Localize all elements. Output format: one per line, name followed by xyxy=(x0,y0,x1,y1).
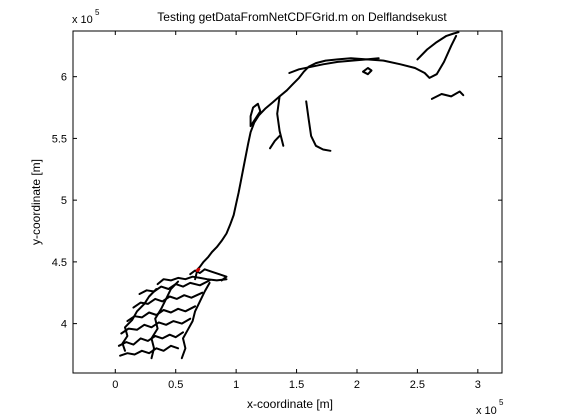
coastline-series-11 xyxy=(189,268,228,282)
y-tick-label: 5.5 xyxy=(52,133,67,145)
chart-title: Testing getDataFromNetCDFGrid.m on Delfl… xyxy=(157,10,447,24)
x-exponent-base: x 10 xyxy=(476,405,497,417)
x-tick-label: 0.5 xyxy=(168,379,183,391)
data-marker-2 xyxy=(197,267,201,271)
x-axis-exponent: x 10 5 xyxy=(476,398,504,417)
x-tick-label: 1.5 xyxy=(289,379,304,391)
y-axis-label: y-coordinate [m] xyxy=(29,159,43,245)
coastline-series-7 xyxy=(156,275,228,286)
x-tick-label: 1 xyxy=(233,379,239,391)
x-tick-label: 2.5 xyxy=(410,379,425,391)
coastline-series-8 xyxy=(121,288,158,352)
x-tick-label: 0 xyxy=(112,379,118,391)
y-tick-label: 6 xyxy=(61,72,67,84)
x-tick-label: 3 xyxy=(475,379,481,391)
coastline-series-15 xyxy=(305,100,332,152)
coastline-series-14 xyxy=(276,95,285,147)
y-exponent-power: 5 xyxy=(95,8,100,17)
coastline-series-3 xyxy=(120,317,192,335)
coastline-series-19 xyxy=(362,67,373,76)
series-group xyxy=(117,31,465,360)
coastline-series-9 xyxy=(150,280,180,360)
plot-area xyxy=(72,30,503,374)
coastline-series-20 xyxy=(430,90,465,100)
x-exponent-power: 5 xyxy=(499,398,504,407)
coastline-series-13 xyxy=(249,102,262,128)
y-tick-label: 5 xyxy=(61,195,67,207)
coastline-series-18 xyxy=(416,31,460,61)
coastline-series-1 xyxy=(119,344,180,357)
y-tick-label: 4 xyxy=(61,319,67,331)
y-axis-exponent: x 10 5 xyxy=(72,8,100,26)
coastline-series-16 xyxy=(269,134,281,150)
axes-box xyxy=(72,30,503,374)
y-exponent-base: x 10 xyxy=(72,14,93,26)
x-axis-label: x-coordinate [m] xyxy=(247,397,333,411)
axis-ticks: 0 0.5 1 1.5 2 2.5 3 4 4.5 5 5.5 6 xyxy=(52,31,502,391)
coastline-series-12 xyxy=(194,34,458,281)
y-tick-label: 4.5 xyxy=(52,257,67,269)
coastline-series-17 xyxy=(288,57,380,74)
coastline-series-10 xyxy=(180,281,211,360)
x-tick-label: 2 xyxy=(354,379,360,391)
marker-group xyxy=(195,267,201,273)
